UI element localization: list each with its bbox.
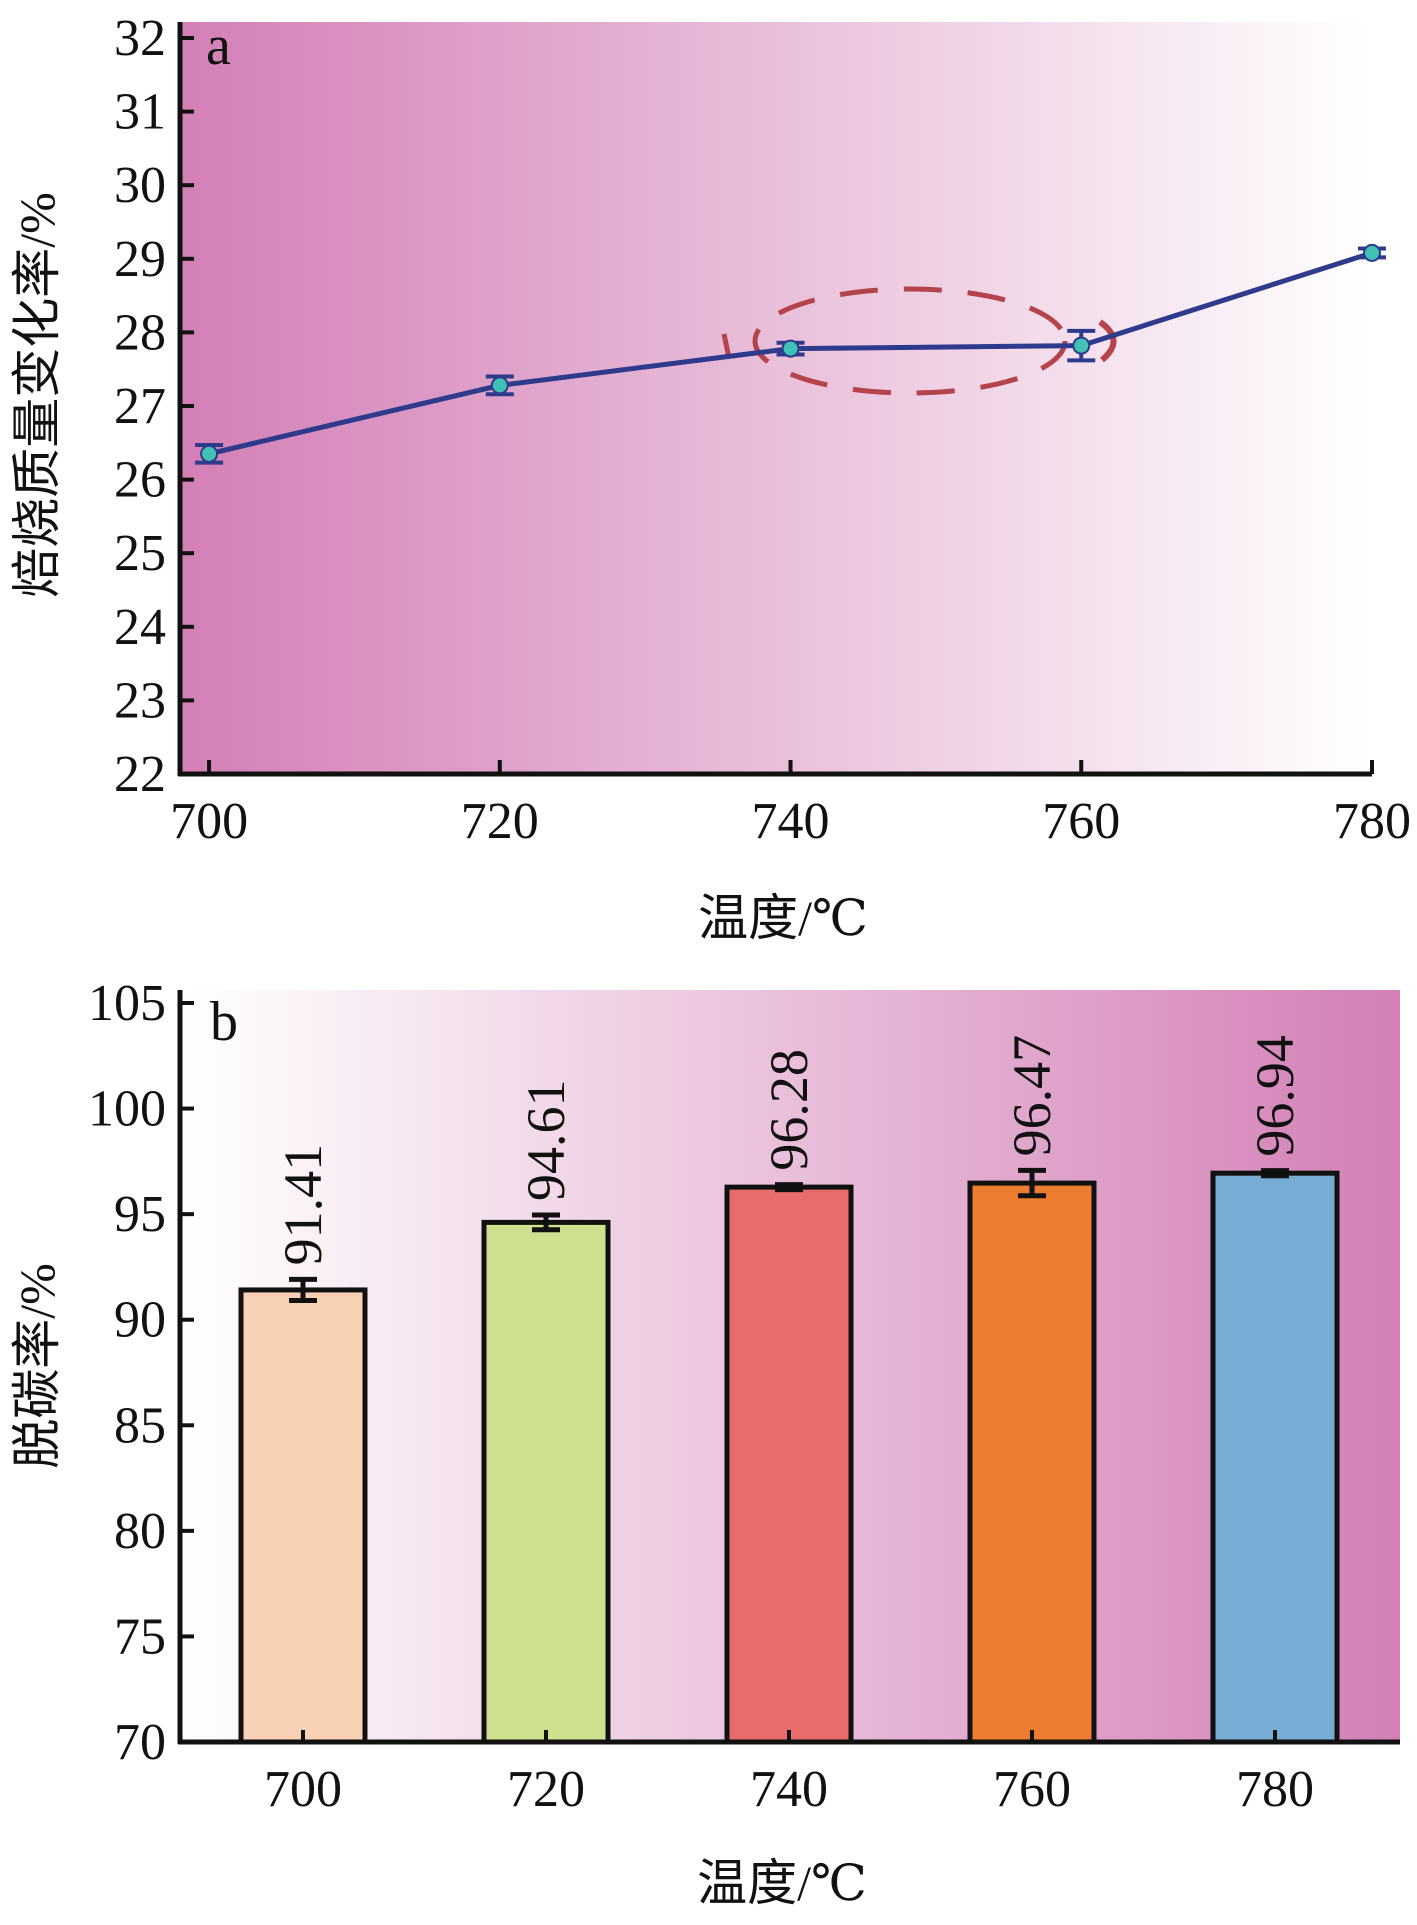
panel-a-y-tick-label: 22 bbox=[114, 746, 166, 803]
panel-a-y-tick-label: 24 bbox=[114, 599, 166, 656]
panel-a-y-tick-label: 29 bbox=[114, 231, 166, 288]
panel-b-bar bbox=[724, 1184, 854, 1745]
panel-b-x-tick-label: 760 bbox=[993, 1761, 1071, 1818]
panel-b-value-label: 96.94 bbox=[1245, 1035, 1305, 1157]
panel-a-annotation-ellipse bbox=[752, 286, 1068, 396]
panel-b-x-tick-label: 740 bbox=[750, 1761, 828, 1818]
panel-a-y-axis-title: 焙烧质量变化率/% bbox=[9, 192, 65, 598]
panel-a-x-tick-label: 740 bbox=[752, 793, 830, 850]
panel-b-bar bbox=[1210, 1170, 1340, 1745]
panel-b-y-tick-label: 70 bbox=[114, 1714, 166, 1771]
panel-b-bars: 91.41 700 94.61 720 96.28 740 96.47 760 96.94 780 bbox=[238, 1035, 1340, 1818]
panel-b-y-axis-title: 脱碳率/% bbox=[9, 1263, 65, 1469]
panel-b-label: b bbox=[210, 991, 238, 1053]
panel-a-y-tick-label: 26 bbox=[114, 452, 166, 509]
panel-b-value-label: 91.41 bbox=[273, 1144, 333, 1266]
panel-b-y-tick-label: 100 bbox=[88, 1081, 166, 1138]
panel-a-y-tick-label: 32 bbox=[114, 10, 166, 67]
panel-a-data-point bbox=[781, 339, 800, 358]
panel-b-bar bbox=[967, 1180, 1097, 1745]
panel-a-y-tick-label: 27 bbox=[114, 378, 166, 435]
panel-a-points bbox=[195, 243, 1386, 465]
panel-a-annotation-arc-right bbox=[1098, 319, 1117, 363]
panel-a-y-tick-label: 28 bbox=[114, 304, 166, 361]
panel-b-bar bbox=[481, 1219, 611, 1745]
panel-a-x-tick-label: 760 bbox=[1042, 793, 1120, 850]
panel-b-y-tick-label: 105 bbox=[88, 975, 166, 1032]
panel-b: 70 75 80 85 90 95 100 105 91.41 700 94.61 720 96.28… bbox=[9, 975, 1400, 1911]
panel-b-y-tick-label: 75 bbox=[114, 1608, 166, 1665]
panel-a-data-point bbox=[490, 376, 509, 395]
panel-a-x-axis-title: 温度/℃ bbox=[698, 890, 868, 946]
panel-b-value-label: 94.61 bbox=[516, 1079, 576, 1201]
panel-a-ticks: 22 23 24 25 26 27 28 29 30 31 32 700 720 740 760 780 bbox=[114, 10, 1411, 850]
panel-b-bar bbox=[238, 1287, 368, 1745]
panel-b-x-tick-label: 780 bbox=[1236, 1761, 1314, 1818]
panel-b-x-tick-label: 720 bbox=[507, 1761, 585, 1818]
panel-a-y-tick-label: 31 bbox=[114, 84, 166, 141]
panel-b-value-label: 96.47 bbox=[1002, 1035, 1062, 1157]
panel-b-y-tick-label: 85 bbox=[114, 1397, 166, 1454]
panel-a-x-tick-label: 720 bbox=[461, 793, 539, 850]
panel-b-x-tick-label: 700 bbox=[264, 1761, 342, 1818]
panel-a-plot-background bbox=[180, 22, 1372, 774]
panel-b-y-tick-label: 90 bbox=[114, 1292, 166, 1349]
panel-b-value-label: 96.28 bbox=[759, 1049, 819, 1171]
panel-a-y-tick-label: 30 bbox=[114, 157, 166, 214]
panel-a-data-point bbox=[1072, 336, 1091, 355]
panel-a-data-point bbox=[1363, 243, 1381, 262]
panel-a-x-tick-label: 780 bbox=[1333, 793, 1411, 850]
panel-a-y-tick-label: 23 bbox=[114, 672, 166, 729]
panel-a-x-tick-label: 700 bbox=[170, 793, 248, 850]
panel-a-y-tick-label: 25 bbox=[114, 525, 166, 582]
panel-a-label: a bbox=[206, 15, 231, 77]
panel-b-y-tick-label: 95 bbox=[114, 1186, 166, 1243]
panel-a-data-point bbox=[200, 444, 219, 463]
panel-b-x-axis-title: 温度/℃ bbox=[697, 1855, 867, 1911]
panel-b-y-tick-label: 80 bbox=[114, 1503, 166, 1560]
